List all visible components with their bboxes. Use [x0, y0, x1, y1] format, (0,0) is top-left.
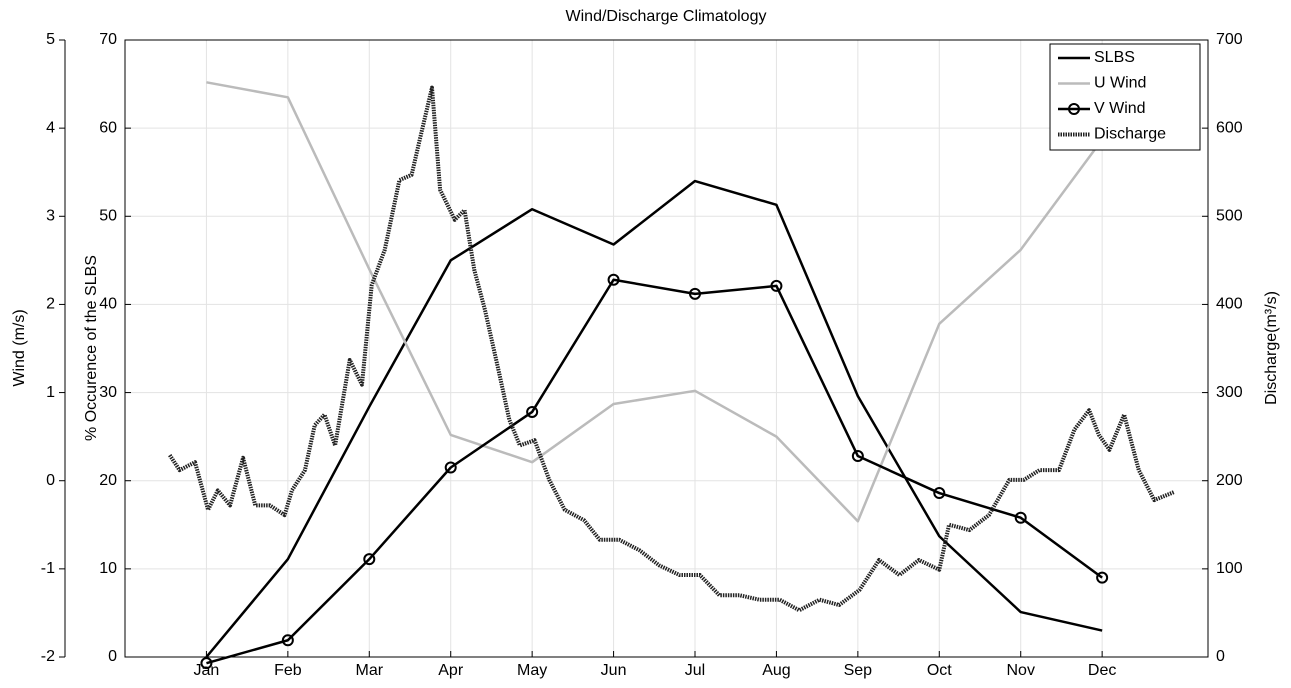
y-axis-label: % Occurence of the SLBS [83, 255, 100, 441]
marker [281, 634, 294, 647]
wind-tick-label: 0 [46, 472, 55, 489]
y2-tick-label: 700 [1216, 31, 1243, 48]
marker [933, 487, 946, 500]
legend-marker [1068, 103, 1080, 115]
marker [200, 657, 213, 670]
y2-tick-label: 100 [1216, 560, 1243, 577]
marker [1014, 511, 1027, 524]
x-tick-label: May [517, 662, 547, 679]
x-tick-label: Aug [762, 662, 790, 679]
marker [444, 461, 457, 474]
y-tick-label: 30 [99, 384, 117, 401]
x-tick-label: Mar [356, 662, 384, 679]
marker [770, 279, 783, 292]
wind-axis-label: Wind (m/s) [11, 309, 28, 386]
y-tick-label: 50 [99, 208, 117, 225]
y2-tick-label: 0 [1216, 648, 1225, 665]
x-tick-label: Nov [1006, 662, 1034, 679]
y2-tick-label: 600 [1216, 119, 1243, 136]
series-line [205, 179, 1103, 658]
legend-box [1049, 43, 1201, 151]
series-line [206, 278, 1103, 665]
wind-tick-label: -2 [41, 648, 55, 665]
marker [363, 553, 376, 566]
y-tick-label: 0 [108, 648, 117, 665]
x-tick-label: Jun [601, 662, 627, 679]
y-tick-label: 40 [99, 296, 117, 313]
x-tick-label: Apr [438, 662, 464, 679]
chart-title: Wind/Discharge Climatology [566, 8, 767, 25]
series-line [206, 81, 1104, 523]
marker [526, 405, 539, 418]
legend: SLBS U Wind V Wind Discharge [1049, 43, 1201, 151]
marker [851, 450, 864, 463]
y-tick-label: 70 [99, 31, 117, 48]
legend-label: U Wind [1094, 75, 1146, 92]
wind-tick-label: 2 [46, 296, 55, 313]
x-tick-label: Oct [927, 662, 952, 679]
marker [1096, 571, 1109, 584]
marker [607, 273, 620, 286]
y2-tick-label: 400 [1216, 296, 1243, 313]
y2-tick-label: 500 [1216, 208, 1243, 225]
legend-label: SLBS [1094, 49, 1135, 66]
x-tick-label: Sep [844, 662, 873, 679]
legend-label: Discharge [1094, 126, 1166, 143]
wind-tick-label: 1 [46, 384, 55, 401]
x-tick-label: Feb [274, 662, 302, 679]
y2-tick-label: 300 [1216, 384, 1243, 401]
x-tick-label: Jul [685, 662, 705, 679]
wind-tick-label: 3 [46, 208, 55, 225]
y-tick-label: 60 [99, 119, 117, 136]
wind-tick-label: -1 [41, 560, 55, 577]
y2-tick-label: 200 [1216, 472, 1243, 489]
y-tick-label: 20 [99, 472, 117, 489]
legend-label: V Wind [1094, 100, 1146, 117]
y-tick-label: 10 [99, 560, 117, 577]
y2-axis-label: Discharge(m³/s) [1263, 291, 1280, 405]
plot-frame [124, 39, 1209, 658]
series-line [168, 85, 1175, 613]
marker [689, 287, 701, 300]
wind-tick-label: 4 [46, 119, 55, 136]
x-tick-label: Dec [1088, 662, 1116, 679]
wind-tick-label: 5 [46, 31, 55, 48]
x-tick-label: Jan [194, 662, 220, 679]
